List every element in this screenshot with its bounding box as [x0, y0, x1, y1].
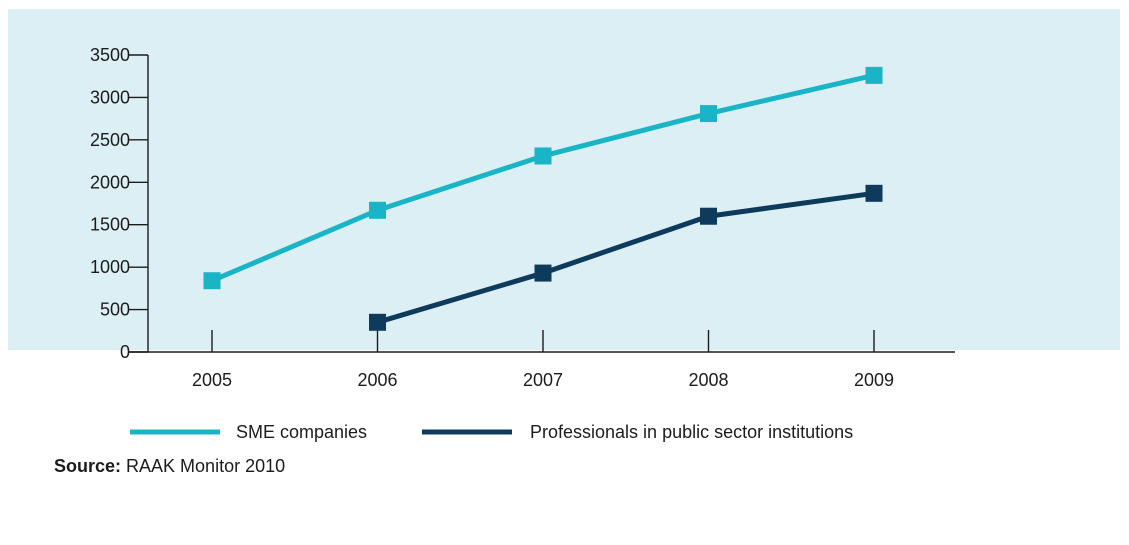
series-2-point — [700, 207, 717, 225]
series-1-point — [369, 201, 386, 219]
series-layer — [203, 66, 883, 331]
series-line-2 — [376, 190, 875, 325]
series-2-point — [369, 313, 386, 331]
series-2-point — [534, 264, 552, 282]
x-tick-label: 2005 — [192, 370, 232, 390]
legend-label-1: SME companies — [236, 422, 367, 442]
series-line-1 — [211, 72, 875, 284]
legend-label-2: Professionals in public sector instituti… — [530, 422, 853, 442]
x-tick-label: 2006 — [357, 370, 397, 390]
x-tick-label: 2008 — [688, 370, 728, 390]
y-tick-label: 3000 — [90, 87, 130, 107]
x-tick-label: 2009 — [854, 370, 894, 390]
series-2-point — [865, 184, 883, 202]
y-tick-label: 3500 — [90, 45, 130, 65]
legend: SME companies Professionals in public sec… — [130, 422, 853, 442]
y-tick-label: 2000 — [90, 172, 130, 192]
x-axis: 2005 2006 2007 2008 2009 — [128, 330, 955, 390]
series-1-point — [203, 272, 221, 290]
x-tick-label: 2007 — [523, 370, 563, 390]
source-note: Source: RAAK Monitor 2010 — [54, 456, 285, 477]
series-1-point — [865, 66, 883, 84]
y-tick-label: 0 — [120, 342, 130, 362]
y-tick-label: 1000 — [90, 257, 130, 277]
y-tick-label: 500 — [100, 300, 130, 320]
chart-panel — [8, 9, 1120, 350]
source-label: Source: — [54, 456, 122, 476]
source-text: RAAK Monitor 2010 — [121, 456, 286, 476]
series-1-point — [534, 147, 552, 165]
series-1-point — [700, 105, 717, 123]
y-tick-label: 1500 — [90, 215, 130, 235]
y-tick-label: 2500 — [90, 130, 130, 150]
y-axis: 0 500 1000 1500 2000 2500 3000 3500 — [90, 45, 149, 362]
